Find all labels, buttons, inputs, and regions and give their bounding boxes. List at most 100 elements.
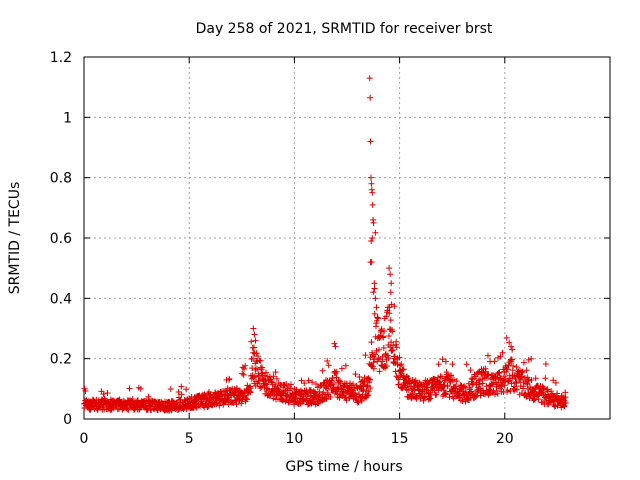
- data-point: [476, 376, 483, 383]
- data-point: [372, 229, 379, 236]
- data-point: [356, 373, 363, 380]
- data-point: [371, 285, 378, 292]
- data-point: [388, 301, 395, 308]
- data-point: [393, 338, 400, 345]
- data-point: [497, 353, 504, 360]
- data-point: [367, 94, 374, 101]
- data-point: [439, 356, 446, 363]
- data-point: [503, 334, 510, 341]
- data-point: [259, 364, 266, 371]
- data-point: [399, 366, 406, 373]
- data-point: [514, 386, 521, 393]
- data-point: [243, 395, 250, 402]
- data-point: [513, 380, 520, 387]
- data-point: [178, 383, 185, 390]
- data-point: [440, 382, 447, 389]
- data-point: [252, 337, 259, 344]
- y-tick-label: 1.2: [50, 50, 72, 66]
- data-point: [375, 315, 382, 322]
- x-tick-label: 0: [80, 431, 89, 447]
- data-point: [368, 259, 375, 266]
- data-point: [327, 393, 334, 400]
- data-point: [305, 377, 312, 384]
- data-point: [550, 377, 557, 384]
- data-point: [263, 381, 270, 388]
- data-point: [301, 380, 308, 387]
- data-point: [251, 373, 258, 380]
- data-point: [352, 371, 359, 378]
- data-point: [473, 393, 480, 400]
- data-point: [374, 314, 381, 321]
- data-point: [253, 365, 260, 372]
- data-point: [385, 355, 392, 362]
- data-point: [502, 375, 509, 382]
- data-point: [298, 377, 305, 384]
- data-point: [319, 367, 326, 374]
- data-point: [395, 376, 402, 383]
- data-point: [137, 385, 144, 392]
- data-point: [453, 378, 460, 385]
- data-point: [562, 394, 569, 401]
- data-point: [324, 358, 331, 365]
- data-point: [198, 398, 205, 405]
- data-point: [126, 385, 133, 392]
- data-point: [373, 304, 380, 311]
- data-point: [253, 350, 260, 357]
- data-point: [366, 376, 373, 383]
- data-point: [387, 289, 394, 296]
- data-point: [386, 310, 393, 317]
- data-point: [250, 325, 257, 332]
- data-point: [356, 391, 363, 398]
- data-point: [288, 381, 295, 388]
- data-point: [388, 339, 395, 346]
- data-point: [244, 396, 251, 403]
- data-point: [376, 368, 383, 375]
- data-point: [532, 375, 539, 382]
- data-point: [325, 362, 332, 369]
- data-point: [375, 355, 382, 362]
- data-point: [82, 388, 89, 395]
- x-tick-label: 20: [496, 431, 514, 447]
- data-point: [505, 362, 512, 369]
- data-point: [441, 390, 448, 397]
- data-point: [262, 369, 269, 376]
- data-point: [246, 388, 253, 395]
- data-point: [335, 384, 342, 391]
- y-tick-label: 0.6: [50, 231, 72, 247]
- data-point: [438, 373, 445, 380]
- data-point: [367, 385, 374, 392]
- data-point: [467, 367, 474, 374]
- data-point: [443, 390, 450, 397]
- data-point: [487, 358, 494, 365]
- data-point: [496, 369, 503, 376]
- data-point: [380, 334, 387, 341]
- data-point: [542, 375, 549, 382]
- data-point: [442, 391, 449, 398]
- data-point: [251, 331, 258, 338]
- data-point: [449, 361, 456, 368]
- data-point: [427, 395, 434, 402]
- y-tick-label: 1: [63, 110, 72, 126]
- data-point: [167, 386, 174, 393]
- y-tick-label: 0.8: [50, 171, 72, 187]
- data-point: [393, 344, 400, 351]
- data-point: [504, 366, 511, 373]
- data-point: [297, 401, 304, 408]
- data-point: [387, 344, 394, 351]
- data-point: [329, 374, 336, 381]
- data-point: [332, 370, 339, 377]
- data-point: [400, 366, 407, 373]
- data-point: [552, 379, 559, 386]
- data-point: [528, 355, 535, 362]
- data-point: [397, 362, 404, 369]
- data-point: [444, 382, 451, 389]
- data-point: [520, 359, 527, 366]
- data-point: [193, 397, 200, 404]
- data-point: [517, 377, 524, 384]
- data-point: [270, 373, 277, 380]
- data-point: [365, 388, 372, 395]
- x-tick-label: 10: [285, 431, 303, 447]
- data-point: [558, 404, 565, 411]
- data-point: [367, 138, 374, 145]
- data-point: [345, 394, 352, 401]
